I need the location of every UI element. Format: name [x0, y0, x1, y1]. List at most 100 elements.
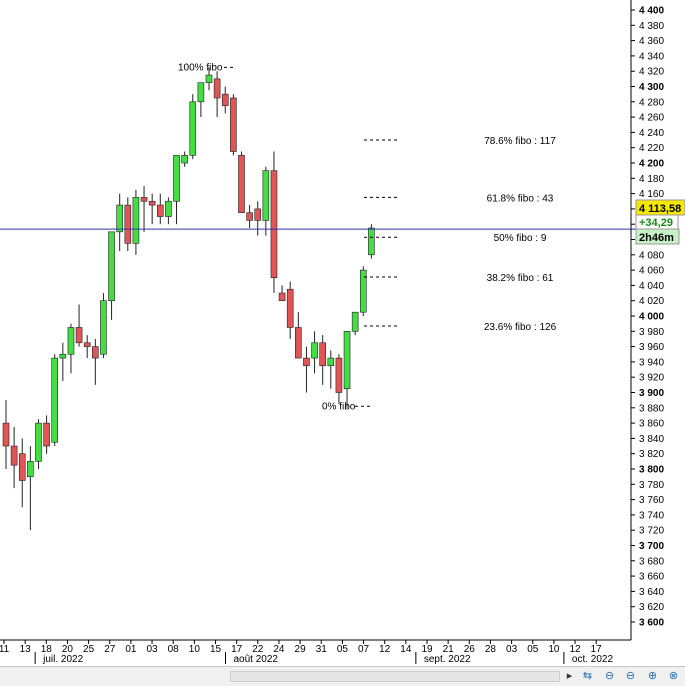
candle-body: [132, 197, 140, 244]
x-tick-label: 24: [273, 644, 285, 655]
y-tick-label: 3 860: [639, 419, 664, 430]
auto-scroll-icon[interactable]: ⇆: [582, 670, 593, 682]
candle-body: [303, 357, 310, 367]
x-tick-label: 03: [506, 644, 518, 655]
zoom-out-icon[interactable]: ⊖: [625, 670, 636, 682]
candle-body: [238, 155, 245, 214]
candle-body: [278, 292, 286, 301]
y-tick-label: 3 700: [639, 541, 664, 552]
month-label: août 2022: [234, 654, 279, 665]
current-price-value: 4 113,58: [639, 203, 681, 215]
x-tick-label: 14: [400, 644, 412, 655]
candle-body: [18, 453, 26, 481]
candle-body: [173, 155, 180, 202]
candle-body: [51, 357, 59, 443]
y-tick-label: 3 680: [639, 556, 664, 567]
candle-body: [246, 212, 253, 221]
y-tick-label: 4 380: [639, 21, 664, 32]
x-tick-label: 10: [189, 644, 201, 655]
x-tick-label: 01: [125, 644, 137, 655]
x-tick-label: 03: [146, 644, 158, 655]
y-tick-label: 3 840: [639, 434, 664, 445]
y-tick-label: 3 940: [639, 357, 664, 368]
fibonacci-levels: 100% fibo 78.6% fibo : 117 61.8% fibo : 43…: [178, 62, 557, 412]
candle-body: [189, 101, 197, 156]
candlestick-chart[interactable]: 100% fibo 78.6% fibo : 117 61.8% fibo : 43…: [0, 0, 685, 666]
y-tick-label: 3 980: [639, 327, 664, 338]
y-axis: 4 400 4 380 4 360 4 340 4 320 4 300 4 280 4 260…: [630, 0, 664, 640]
fibo-level-label: 38.2% fibo : 61: [487, 273, 554, 284]
month-label: sept. 2022: [424, 654, 471, 665]
y-tick-label: 3 720: [639, 526, 664, 537]
candle-body: [221, 93, 229, 106]
candle-body: [343, 330, 351, 389]
x-tick-label: 31: [316, 644, 328, 655]
fibo-level-label: 23.6% fibo : 126: [484, 322, 557, 333]
x-tick-label: 17: [591, 644, 603, 655]
x-tick-label: 19: [421, 644, 433, 655]
fibo-level-label: 61.8% fibo : 43: [487, 193, 554, 204]
candle-body: [213, 78, 221, 99]
y-tick-label: 3 780: [639, 480, 664, 491]
candle-body: [368, 227, 375, 256]
x-tick-label: 29: [295, 644, 307, 655]
candle-body: [59, 353, 67, 359]
y-tick-label: 4 000: [639, 312, 664, 323]
candle-body: [27, 461, 34, 477]
candle-body: [351, 311, 359, 332]
x-tick-label: 07: [358, 644, 370, 655]
reset-zoom-icon[interactable]: ⊗: [668, 670, 679, 682]
x-tick-label: 08: [168, 644, 180, 655]
y-tick-label: 4 300: [639, 82, 664, 93]
x-tick-label: 11: [0, 644, 10, 655]
x-axis: 11 13 18 20 25 27 01 03 08 10 15 17 22 24 29 31 05 07 12 14…: [0, 639, 631, 665]
y-tick-label: 4 280: [639, 97, 664, 108]
y-tick-label: 4 220: [639, 143, 664, 154]
x-tick-label: 17: [231, 644, 243, 655]
x-tick-label: 05: [527, 644, 539, 655]
candle-body: [108, 231, 115, 302]
candle-body: [116, 204, 123, 233]
candle-body: [67, 327, 75, 355]
price-badges: 4 113,58 +34,29 2h46m: [635, 199, 685, 245]
y-tick-label: 3 800: [639, 465, 664, 476]
x-tick-label: 05: [337, 644, 349, 655]
y-tick-label: 4 240: [639, 128, 664, 139]
scroll-right-icon[interactable]: ▸: [566, 670, 573, 682]
chart-toolbar: ▸ ⇆ ⊖ ⊖ ⊕ ⊗: [0, 666, 685, 686]
candle-body: [319, 342, 326, 367]
x-tick-label: 21: [443, 644, 455, 655]
y-tick-label: 3 660: [639, 572, 664, 583]
zoom-out-icon[interactable]: ⊖: [604, 670, 615, 682]
x-tick-label: 12: [569, 644, 581, 655]
y-tick-label: 4 260: [639, 113, 664, 124]
fibo-level-label: 100% fibo: [178, 62, 223, 73]
candle-body: [165, 200, 172, 217]
candle-countdown: 2h46m: [639, 232, 674, 244]
candle-body: [197, 82, 205, 103]
x-tick-label: 15: [210, 644, 222, 655]
y-tick-label: 3 920: [639, 373, 664, 384]
candle-body: [181, 155, 188, 164]
y-tick-label: 3 900: [639, 388, 664, 399]
horizontal-scrollbar[interactable]: [230, 671, 560, 682]
candle-body: [140, 197, 148, 202]
y-tick-label: 4 200: [639, 159, 664, 170]
x-tick-label: 20: [62, 644, 74, 655]
candle-body: [35, 422, 42, 462]
candle-body: [327, 357, 335, 367]
month-label: juil. 2022: [42, 654, 83, 665]
x-tick-label: 22: [252, 644, 264, 655]
price-change-value: +34,29: [639, 217, 673, 229]
x-tick-label: 13: [20, 644, 32, 655]
x-tick-label: 27: [104, 644, 116, 655]
y-tick-label: 3 620: [639, 602, 664, 613]
y-tick-label: 4 060: [639, 266, 664, 277]
zoom-in-icon[interactable]: ⊕: [647, 670, 658, 682]
candle-body: [262, 170, 270, 221]
candle-body: [100, 300, 107, 355]
candle-body: [254, 208, 262, 221]
y-tick-label: 4 320: [639, 67, 664, 78]
fibo-level-label: 78.6% fibo : 117: [484, 136, 556, 147]
candle-body: [295, 327, 302, 359]
